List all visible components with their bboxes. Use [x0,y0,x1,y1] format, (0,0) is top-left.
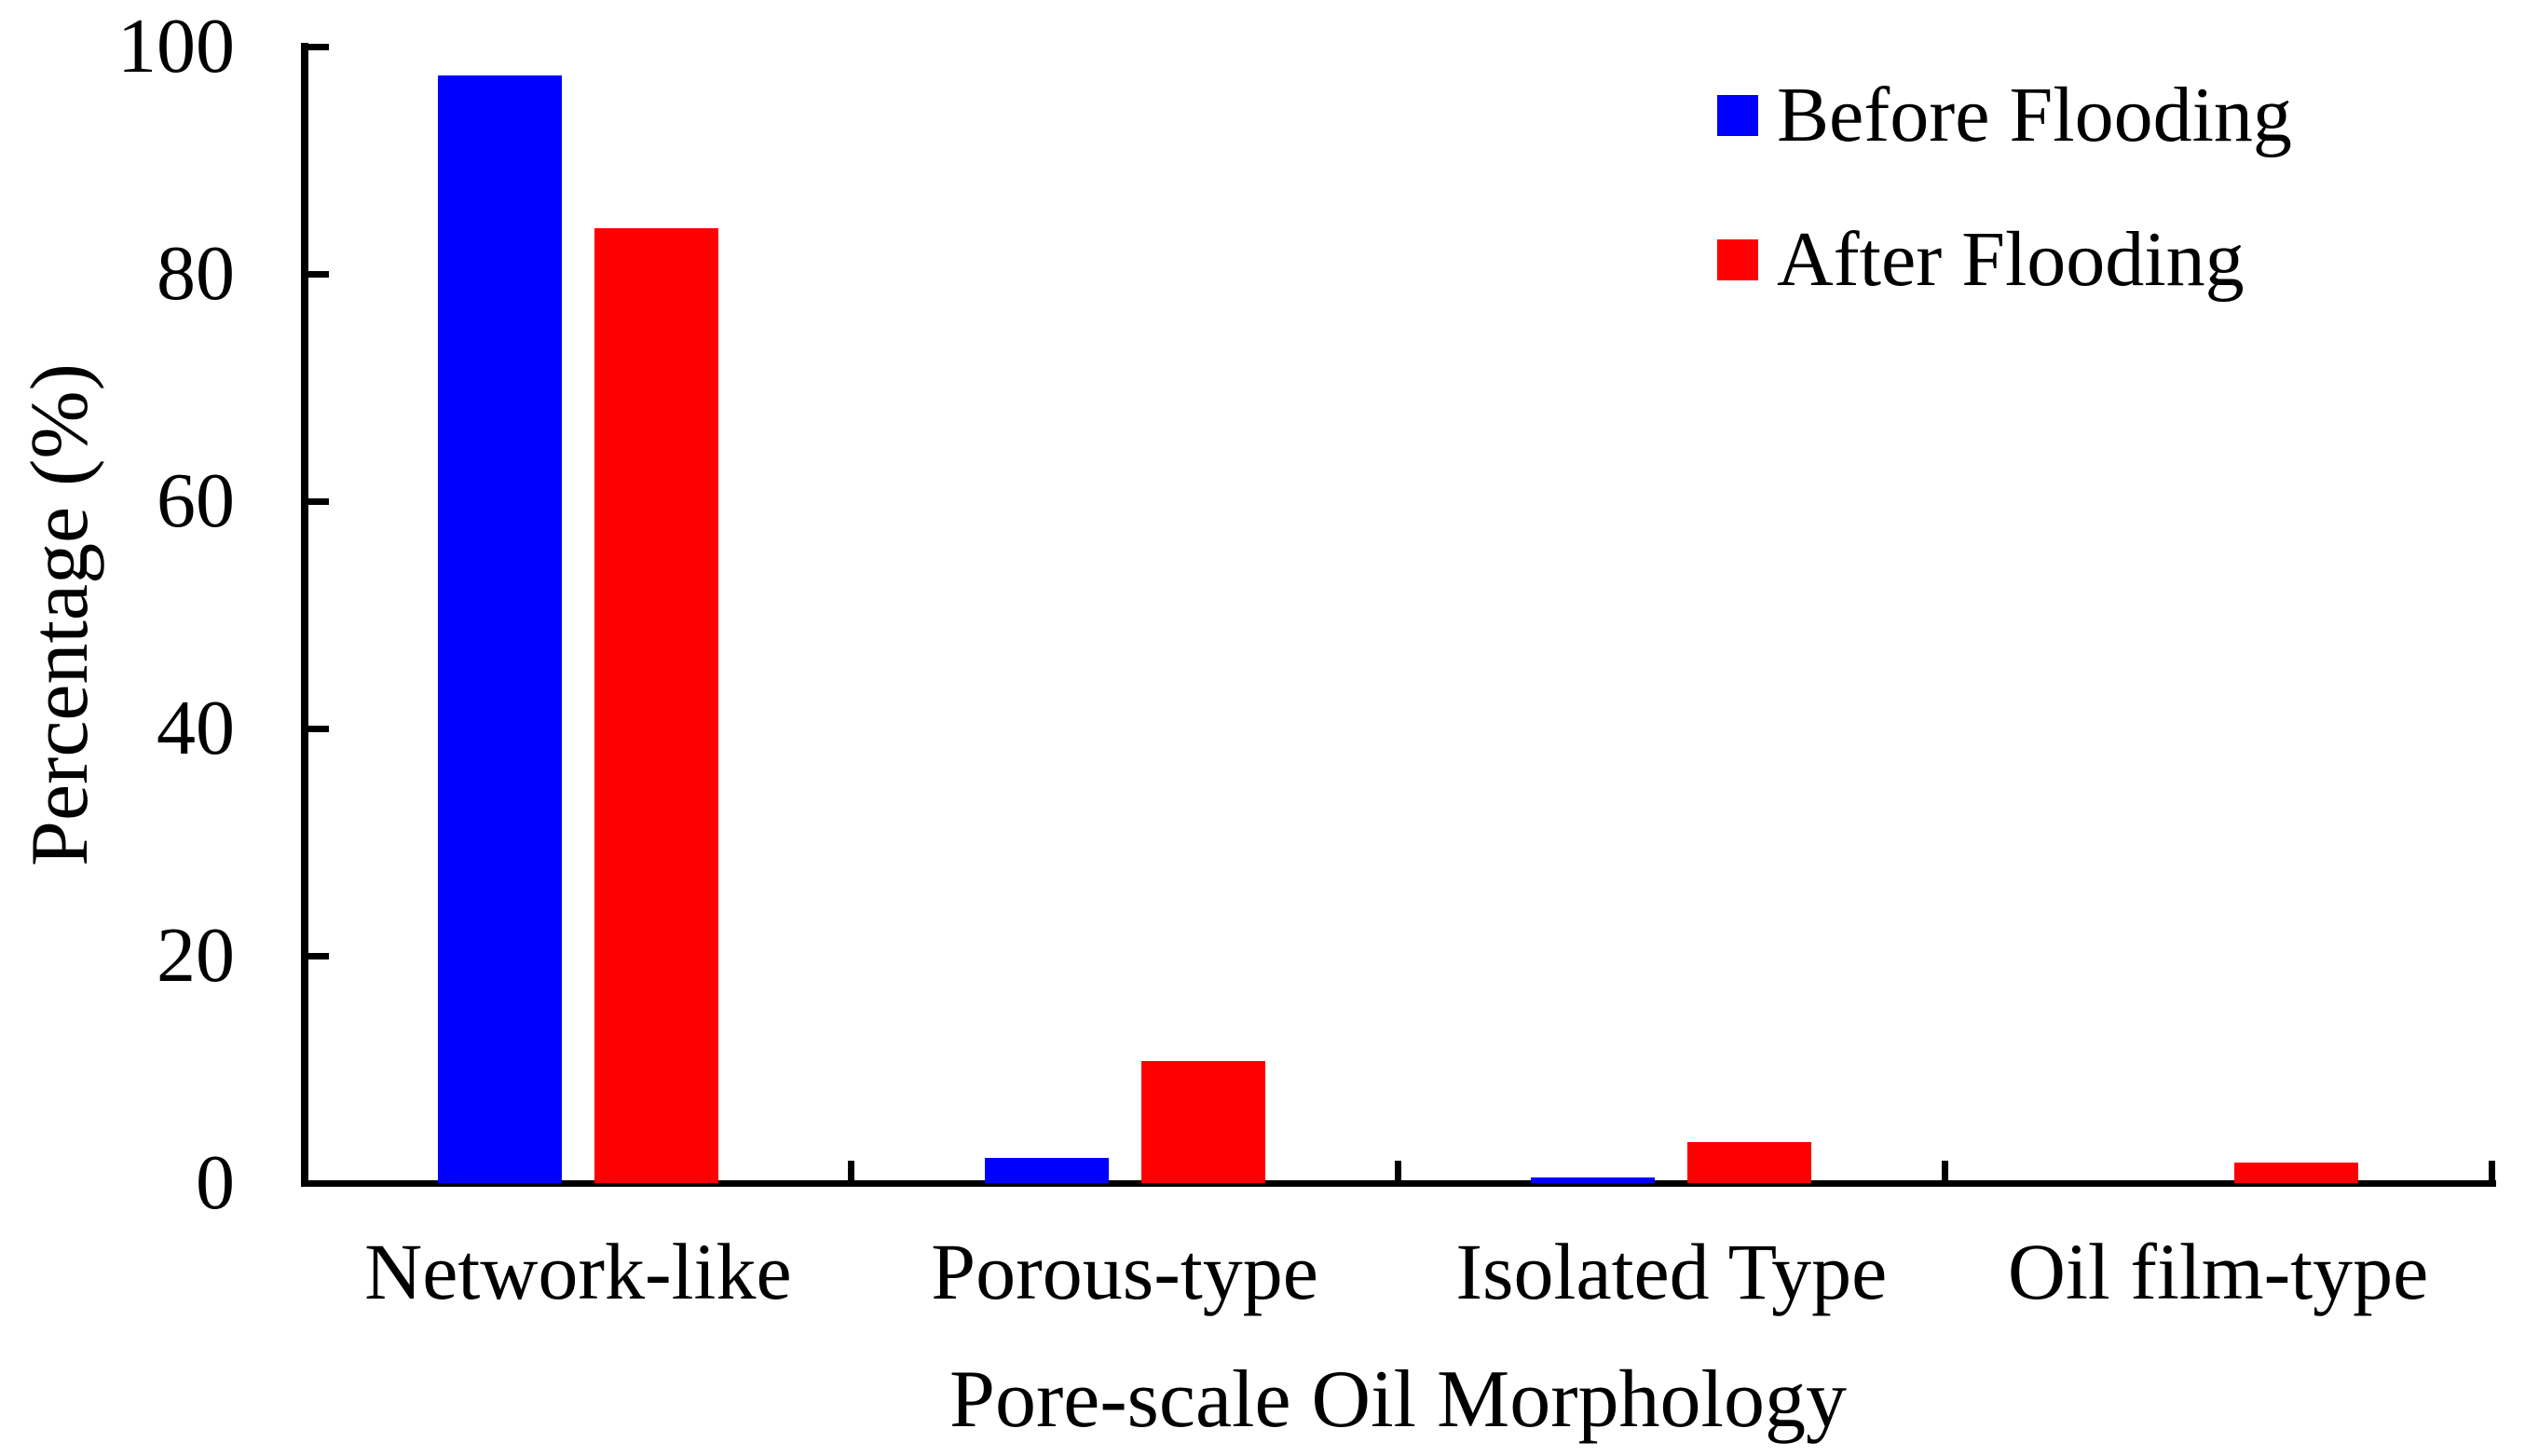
x-category-label: Porous-type [931,1227,1318,1316]
bar-after-flooding-isolated-type [1687,1142,1812,1183]
legend-item-after-flooding: After Flooding [1717,209,2245,311]
legend-swatch [1717,239,1758,280]
legend-label: After Flooding [1777,216,2245,303]
y-axis-line [301,43,308,1187]
legend-item-before-flooding: Before Flooding [1717,64,2292,167]
y-tick-label: 100 [117,3,235,89]
bar-after-flooding-porous-type [1140,1061,1265,1183]
y-tick-label: 80 [157,230,235,317]
y-tick-mark [308,952,329,959]
y-tick-label: 60 [157,457,235,544]
x-tick-mark [1941,1161,1948,1183]
bar-before-flooding-network-like [437,75,562,1183]
x-category-label: Isolated Type [1455,1227,1888,1316]
x-axis-title: Pore-scale Oil Morphology [949,1354,1847,1445]
bar-before-flooding-isolated-type [1531,1177,1656,1183]
y-tick-mark [308,270,329,278]
legend-label: Before Flooding [1777,72,2292,158]
bar-after-flooding-network-like [594,228,718,1183]
y-tick-mark [308,725,329,732]
x-tick-mark [2488,1161,2495,1183]
bar-after-flooding-oil-film-type [2234,1163,2359,1183]
x-tick-mark [848,1161,855,1183]
y-tick-label: 0 [196,1139,235,1226]
y-tick-label: 20 [157,912,235,999]
y-axis-title: Percentage (%) [15,363,105,866]
x-axis-line [301,1180,2496,1187]
y-tick-mark [308,497,329,505]
x-category-label: Network-like [364,1227,792,1316]
bar-before-flooding-porous-type [984,1158,1109,1183]
y-tick-mark [308,43,329,50]
x-tick-mark [1395,1161,1401,1183]
legend-swatch [1717,95,1758,136]
x-category-label: Oil film-type [2007,1227,2429,1316]
y-tick-label: 40 [157,685,235,771]
